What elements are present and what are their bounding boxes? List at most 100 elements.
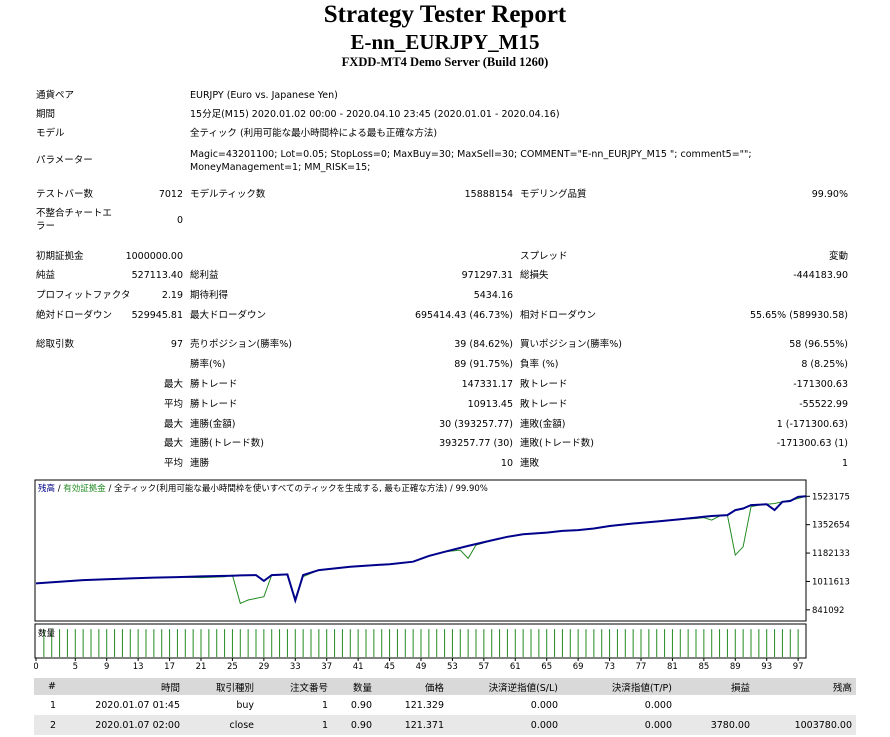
cons-win-count-label: 連勝(トレード数): [190, 438, 264, 449]
win-rate-label: 勝率(%): [190, 359, 226, 370]
x-tick-label: 65: [541, 662, 552, 671]
period-label: 期間: [36, 109, 56, 120]
legend-model: 全ティック(利用可能な最小時間枠を使いすべてのティックを生成する, 最も正確な方…: [114, 484, 448, 494]
max-win-value: 147331.17: [461, 379, 513, 390]
col-header: 数量: [332, 678, 376, 695]
col-header: 決済指値(T/P): [562, 678, 676, 695]
table-cell: 0.000: [530, 699, 558, 711]
profit-factor-label: プロフィットファクタ: [36, 290, 131, 301]
legend-quality: 99.90%: [455, 484, 488, 494]
quality-label: モデリング品質: [520, 189, 587, 200]
short-positions-value: 39 (84.62%): [454, 339, 513, 350]
y-tick-label: 1182133: [812, 549, 850, 559]
deposit-label: 初期証拠金: [36, 251, 84, 262]
y-tick-label: 841092: [812, 606, 844, 616]
avg-win-value: 10913.45: [467, 399, 513, 410]
x-tick-label: 41: [353, 662, 364, 671]
bars-value: 7012: [158, 189, 183, 200]
long-positions-label: 買いポジション(勝率%): [520, 339, 622, 350]
abs-drawdown-value: 529945.81: [131, 310, 183, 321]
legend-equity: 有効証拠金: [63, 484, 106, 494]
volume-label: 数量: [38, 629, 56, 639]
table-cell: 2020.01.07 01:45: [95, 699, 180, 711]
short-positions-label: 売りポジション(勝率%): [190, 339, 292, 350]
x-tick-label: 37: [321, 662, 332, 671]
avg-cons-win-value: 10: [500, 458, 513, 469]
total-trades-label: 総取引数: [36, 339, 75, 350]
abs-drawdown-label: 絶対ドローダウン: [36, 310, 113, 321]
mismatch-label-line2: ラー: [36, 221, 56, 232]
x-tick-label: 9: [104, 662, 109, 671]
table-cell: 121.371: [376, 715, 448, 735]
expected-payoff-label: 期待利得: [190, 290, 229, 301]
col-header: 注文番号: [258, 678, 332, 695]
cons-win-money-value: 30 (393257.77): [439, 419, 513, 430]
table-cell: buy: [236, 699, 254, 711]
params-value-line1: Magic=43201100; Lot=0.05; StopLoss=0; Ma…: [190, 149, 752, 160]
max-label-2: 最大: [163, 419, 183, 430]
x-tick-label: 73: [604, 662, 615, 671]
net-label: 純益: [36, 270, 56, 281]
pair-value: EURJPY (Euro vs. Japanese Yen): [190, 90, 338, 101]
params-value-line2: MoneyManagement=1; MM_RISK=15;: [190, 162, 371, 173]
legend-separator: /: [55, 484, 64, 494]
loss-rate-value: 8 (8.25%): [801, 359, 848, 370]
profit-factor-value: 2.19: [161, 290, 183, 301]
col-header: 時間: [60, 678, 184, 695]
x-tick-label: 81: [667, 662, 678, 671]
x-tick-label: 21: [196, 662, 207, 671]
y-tick-label: 1523175: [812, 492, 850, 502]
table-cell: 1: [321, 699, 328, 711]
col-header: 取引種別: [184, 678, 258, 695]
ticks-label: モデルティック数: [190, 189, 266, 200]
x-tick-label: 29: [258, 662, 269, 671]
x-tick-label: 53: [447, 662, 458, 671]
expected-payoff-value: 5434.16: [473, 290, 513, 301]
trades-table: # 時間 取引種別 注文番号 数量 価格 決済逆指値(S/L) 決済指値(T/P…: [34, 678, 856, 735]
legend-separator: /: [447, 484, 456, 494]
avg-cons-win-label: 連勝: [190, 458, 210, 469]
max-drawdown-value: 695414.43 (46.73%): [414, 310, 513, 321]
x-tick-label: 61: [510, 662, 521, 671]
table-row: 2 2020.01.07 02:00 close 1 0.90 121.371 …: [34, 715, 856, 735]
x-tick-label: 45: [384, 662, 395, 671]
bars-label: テストバー数: [36, 189, 94, 200]
avg-cons-loss-label: 連敗: [520, 458, 540, 469]
x-tick-label: 25: [227, 662, 238, 671]
mismatch-value: 0: [176, 215, 183, 226]
x-tick-label: 89: [730, 662, 741, 671]
cons-loss-count-value: -171300.63 (1): [776, 438, 848, 449]
max-drawdown-label: 最大ドローダウン: [190, 310, 267, 321]
quality-value: 99.90%: [811, 189, 848, 200]
legend-balance: 残高: [38, 484, 56, 494]
table-cell: 1003780.00: [754, 715, 856, 735]
model-label: モデル: [36, 128, 65, 139]
win-rate-value: 89 (91.75%): [454, 359, 513, 370]
col-header: #: [34, 678, 60, 695]
max-loss-value: -171300.63: [793, 379, 848, 390]
trades-header-row: # 時間 取引種別 注文番号 数量 価格 決済逆指値(S/L) 決済指値(T/P…: [34, 678, 856, 695]
table-row: 1 2020.01.07 01:45 buy 1 0.90 121.329 0.…: [34, 695, 856, 715]
gross-loss-value: -444183.90: [793, 270, 848, 281]
col-header: 損益: [676, 678, 754, 695]
mismatch-label-line1: 不整合チャートエ: [36, 208, 112, 219]
x-tick-label: 97: [793, 662, 804, 671]
gross-profit-label: 総利益: [190, 270, 219, 281]
table-cell: 2: [34, 715, 60, 735]
x-tick-label: 69: [573, 662, 584, 671]
col-header: 価格: [376, 678, 448, 695]
x-tick-label: 0: [34, 662, 39, 671]
cons-loss-money-value: 1 (-171300.63): [776, 419, 848, 430]
col-header: 残高: [754, 678, 856, 695]
x-tick-label: 5: [73, 662, 78, 671]
y-tick-label: 1352654: [812, 521, 850, 531]
table-cell: 2020.01.07 02:00: [60, 715, 184, 735]
max-label-3: 最大: [163, 438, 183, 449]
table-cell: 0.000: [562, 715, 676, 735]
period-value: 15分足(M15) 2020.01.02 00:00 - 2020.04.10 …: [190, 109, 560, 120]
table-cell: 3780.00: [676, 715, 754, 735]
ticks-value: 15888154: [464, 189, 513, 200]
table-cell: 1: [258, 715, 332, 735]
avg-loss-label: 敗トレード: [520, 399, 568, 410]
model-value: 全ティック (利用可能な最小時間枠による最も正確な方法): [190, 128, 438, 139]
